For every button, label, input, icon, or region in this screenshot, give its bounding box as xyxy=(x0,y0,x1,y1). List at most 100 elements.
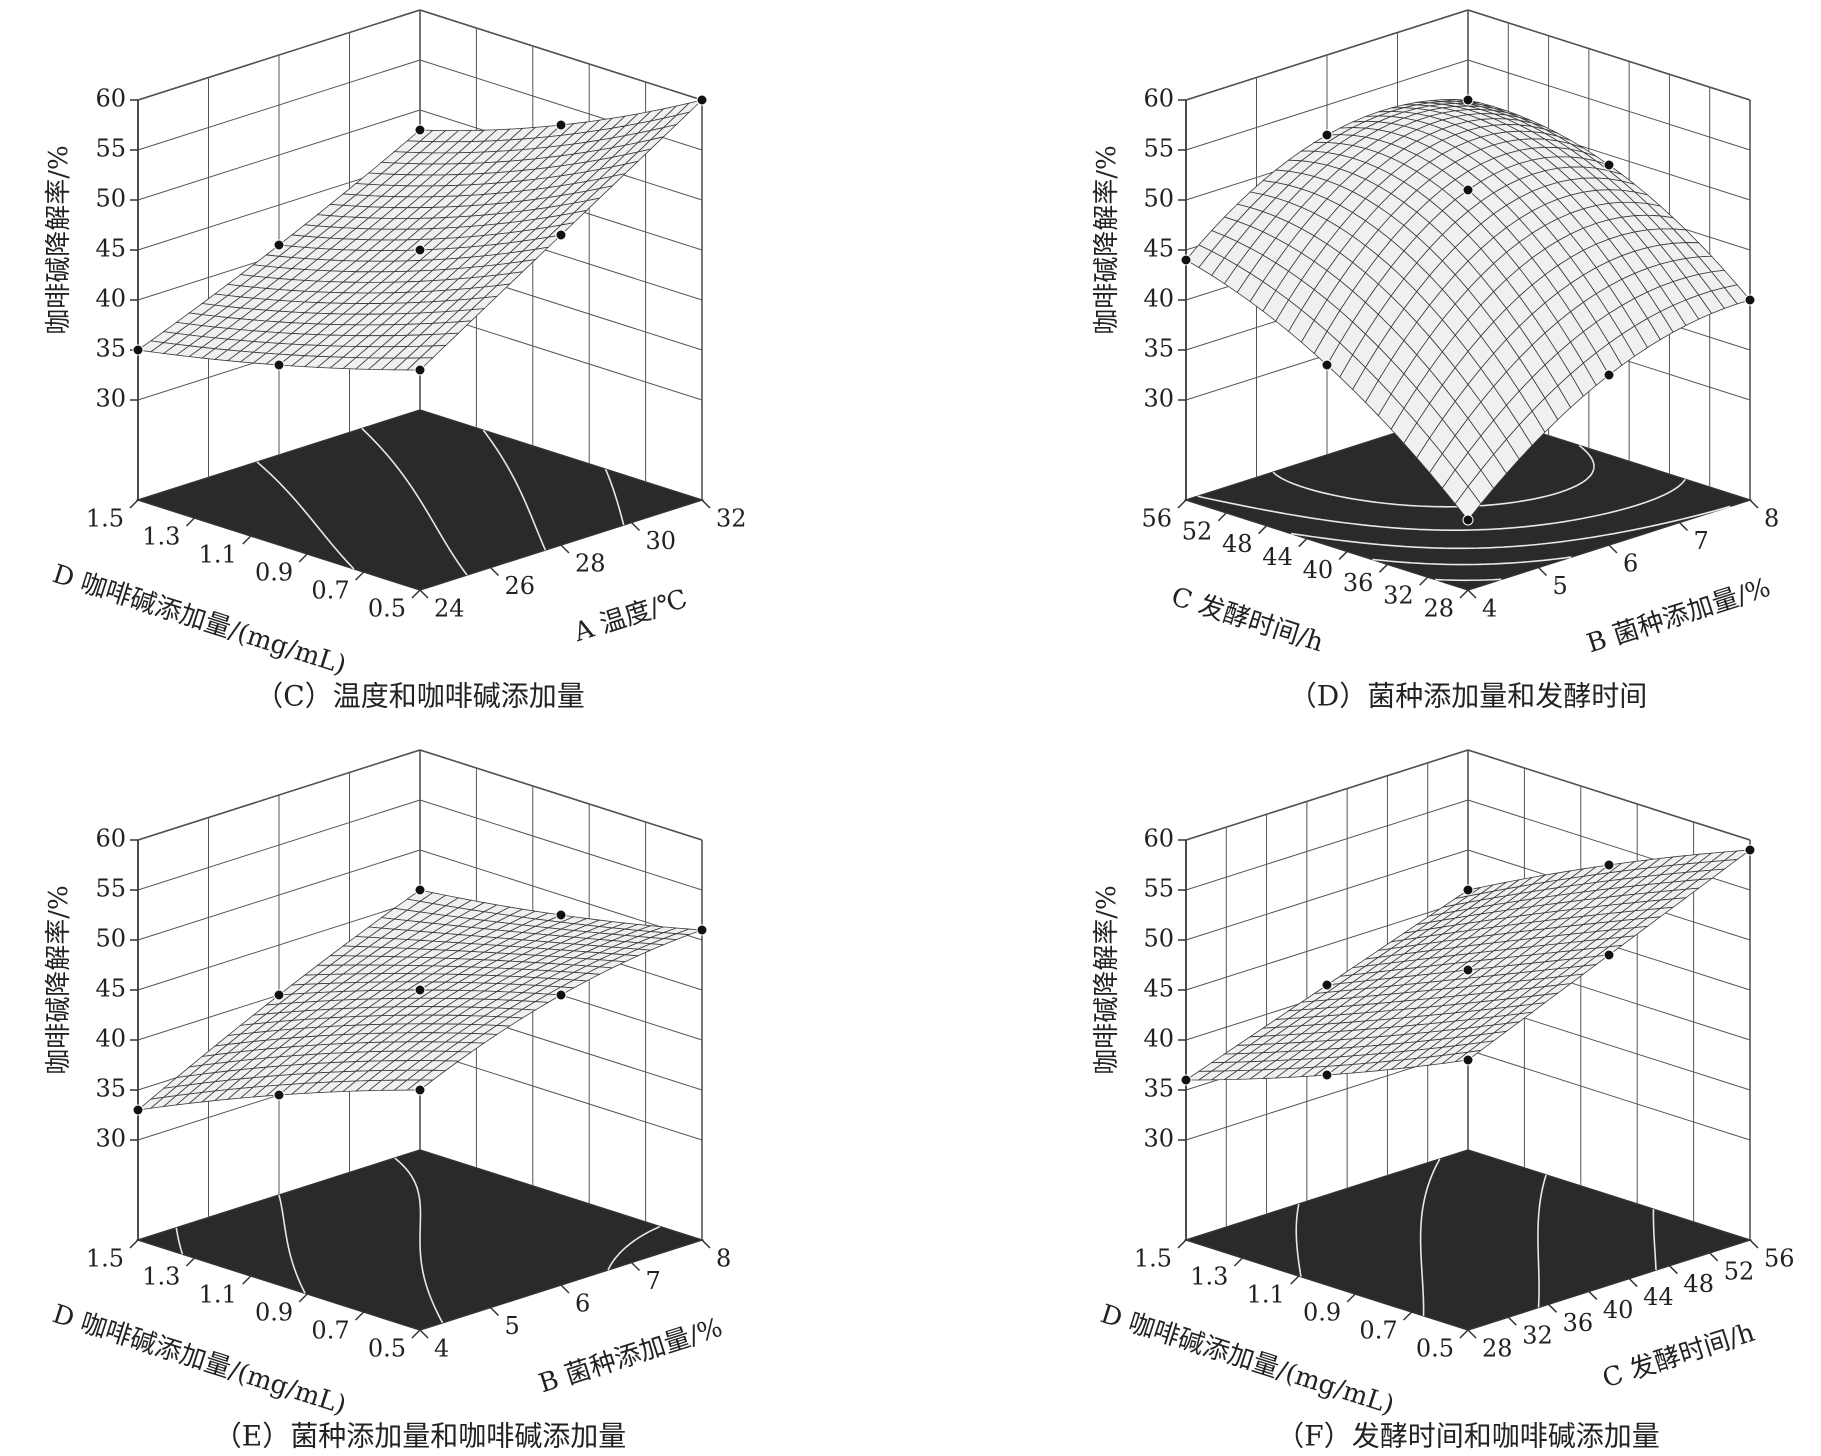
contour-line xyxy=(1419,1158,1441,1316)
z-tick-label: 40 xyxy=(1143,285,1174,313)
caption: （F）发酵时间和咖啡碱添加量 xyxy=(1276,1420,1659,1453)
x-tick xyxy=(1537,566,1548,577)
x-tick-label: 7 xyxy=(1694,527,1709,555)
x-tick-label: 4 xyxy=(434,1335,449,1363)
contour-line xyxy=(1435,578,1502,582)
x-tick xyxy=(630,521,641,532)
x-tick-label: 48 xyxy=(1683,1270,1714,1298)
surface-node xyxy=(555,229,567,241)
z-tick-label: 60 xyxy=(1143,825,1174,853)
surface-node xyxy=(1462,94,1474,106)
surface-node xyxy=(1321,1069,1333,1081)
z-tick-label: 30 xyxy=(95,1125,126,1153)
grid-line xyxy=(419,9,703,101)
y-tick-label: 0.9 xyxy=(1303,1299,1341,1327)
y-tick xyxy=(411,589,421,599)
y-tick xyxy=(1290,1275,1300,1285)
x-tick-label: 56 xyxy=(1764,1245,1795,1273)
x-tick-label: 4 xyxy=(1482,595,1497,623)
surface-node xyxy=(555,119,567,131)
axis-title: C 发酵时间/h xyxy=(1599,1318,1759,1395)
axis-title: C 发酵时间/h xyxy=(1168,582,1328,659)
contour-line xyxy=(256,461,355,570)
x-tick-label: 26 xyxy=(505,572,536,600)
surface-node xyxy=(1321,129,1333,141)
grid-line xyxy=(1185,849,1469,941)
x-tick xyxy=(1628,1278,1638,1288)
y-tick-label: 40 xyxy=(1303,556,1334,584)
contour-line xyxy=(482,429,547,551)
surface-node xyxy=(1603,159,1615,171)
y-tick-label: 0.5 xyxy=(368,595,406,623)
x-tick-label: 28 xyxy=(1482,1335,1513,1363)
surface-node xyxy=(1180,1074,1192,1086)
axis-title: 咖啡碱降解率/% xyxy=(1092,885,1122,1074)
x-tick-label: 8 xyxy=(1764,505,1779,533)
y-tick xyxy=(298,553,308,563)
panel: 30 35 40 45 50 55 60 24 26 28 30 32 0.5 0.7 0.9 1.1 1.3 1… xyxy=(44,9,747,713)
contour-line xyxy=(607,1225,661,1271)
y-tick-label: 1.1 xyxy=(199,541,237,569)
y-tick xyxy=(1177,1239,1187,1249)
y-tick-label: 0.5 xyxy=(368,1335,406,1363)
contour-line xyxy=(278,1194,306,1294)
y-tick-label: 1.1 xyxy=(1247,1281,1285,1309)
grid-line xyxy=(419,849,703,941)
grid-line xyxy=(1185,899,1469,991)
x-tick xyxy=(560,544,570,554)
y-tick-label: 0.7 xyxy=(311,1317,349,1345)
surface-node xyxy=(1603,949,1615,961)
y-tick-label: 0.9 xyxy=(255,559,293,587)
z-tick-label: 50 xyxy=(1143,185,1174,213)
x-tick xyxy=(1467,589,1477,599)
surface-node xyxy=(273,989,285,1001)
y-tick xyxy=(1378,563,1388,573)
y-tick xyxy=(129,1239,139,1249)
z-tick-label: 30 xyxy=(1143,385,1174,413)
surface-node xyxy=(414,984,426,996)
y-tick-label: 1.1 xyxy=(199,1281,237,1309)
y-tick xyxy=(1346,1293,1356,1303)
caption: （E）菌种添加量和咖啡碱添加量 xyxy=(214,1420,626,1453)
grid-line xyxy=(1467,59,1751,151)
surface-node xyxy=(273,359,285,371)
surface-node xyxy=(1744,844,1756,856)
surface-node xyxy=(132,1104,144,1116)
surface-node xyxy=(414,1084,426,1096)
y-tick xyxy=(355,1311,365,1321)
x-tick-label: 30 xyxy=(646,527,677,555)
y-tick xyxy=(129,499,139,509)
grid-line xyxy=(1185,749,1469,841)
x-tick xyxy=(419,1329,429,1339)
y-tick-label: 0.9 xyxy=(255,1299,293,1327)
y-tick xyxy=(1258,525,1268,535)
z-tick-label: 55 xyxy=(1143,135,1174,163)
surface-node xyxy=(1603,859,1615,871)
x-tick-label: 28 xyxy=(575,550,606,578)
z-tick-label: 45 xyxy=(1143,975,1174,1003)
y-tick xyxy=(1338,550,1348,560)
x-tick xyxy=(489,1306,500,1317)
surface-node xyxy=(555,989,567,1001)
grid-line xyxy=(419,749,703,841)
x-tick-label: 24 xyxy=(434,595,465,623)
x-tick-label: 44 xyxy=(1643,1283,1674,1311)
z-tick-label: 40 xyxy=(95,285,126,313)
caption: （D）菌种添加量和发酵时间 xyxy=(1289,680,1647,713)
surface-node xyxy=(1321,979,1333,991)
z-tick-label: 40 xyxy=(95,1025,126,1053)
z-tick-label: 55 xyxy=(95,135,126,163)
y-tick-label: 1.3 xyxy=(1190,1263,1228,1291)
contour-line xyxy=(1372,556,1572,566)
z-tick-label: 45 xyxy=(1143,235,1174,263)
surface-node xyxy=(414,124,426,136)
surface-node xyxy=(414,884,426,896)
y-tick-label: 1.5 xyxy=(86,1245,124,1273)
x-tick xyxy=(1678,521,1689,532)
y-tick-label: 1.3 xyxy=(142,1263,180,1291)
y-tick xyxy=(1233,1257,1243,1267)
surface-node xyxy=(1462,1054,1474,1066)
surface-node xyxy=(414,244,426,256)
x-tick-label: 5 xyxy=(505,1312,520,1340)
